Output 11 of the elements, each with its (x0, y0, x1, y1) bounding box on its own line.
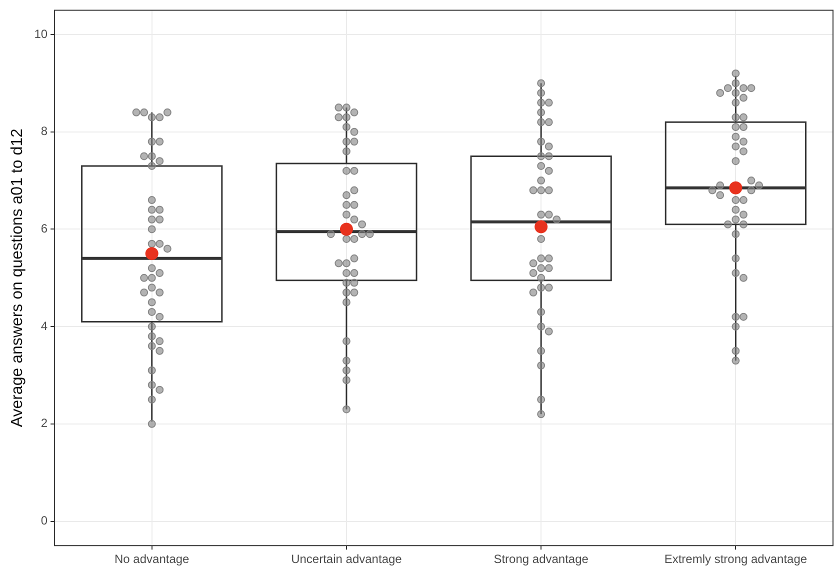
y-tick-label: 8 (40, 124, 48, 138)
x-tick-label: No advantage (114, 552, 190, 566)
x-tick-label: Uncertain advantage (291, 552, 402, 566)
x-tick-label: Extremly strong advantage (664, 552, 808, 566)
y-tick-label: 10 (34, 26, 48, 41)
y-tick-label: 2 (40, 416, 48, 430)
y-tick-label: 4 (40, 318, 48, 333)
y-tick-label: 6 (40, 222, 48, 236)
y-tick-label: 0 (40, 514, 48, 528)
y-axis-title: Average answers on questions a01 to d12 (9, 128, 26, 428)
x-tick-label: Strong advantage (494, 552, 589, 566)
